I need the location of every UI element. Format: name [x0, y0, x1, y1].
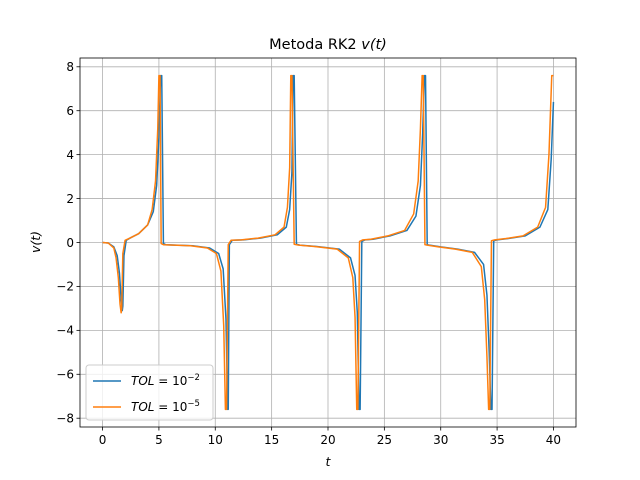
- y-tick-label: 2: [66, 192, 74, 206]
- y-axis-label: v(t): [28, 231, 43, 253]
- legend: TOL = 10−2 TOL = 10−5: [85, 364, 214, 421]
- chart-title-text: Metoda RK2: [269, 37, 357, 53]
- y-tick-label: −2: [56, 280, 74, 294]
- series-line-1: [102, 74, 554, 411]
- chart-title-math: v(t): [361, 37, 387, 53]
- chart-title: Metoda RK2 v(t): [269, 37, 387, 53]
- legend-label-tol-5-exp: −5: [187, 399, 200, 409]
- x-tick-label: 0: [99, 433, 107, 447]
- x-tick-label: 40: [546, 433, 561, 447]
- x-axis-label: t: [326, 454, 332, 469]
- x-tick-label: 5: [155, 433, 163, 447]
- legend-label-tol-5-base: TOL: [131, 400, 154, 414]
- y-tick-label: 8: [66, 60, 74, 74]
- legend-label-tol-2-base: TOL: [131, 374, 154, 388]
- legend-label-tol-2-exp: −2: [187, 373, 200, 383]
- y-tick-label: 0: [66, 236, 74, 250]
- x-axis-ticks: 0 5 10 15 20 25 30 35 40: [99, 427, 561, 447]
- legend-label-tol-5: TOL = 10−5: [131, 399, 200, 414]
- y-tick-label: −6: [56, 368, 74, 382]
- x-tick-label: 15: [264, 433, 279, 447]
- y-axis-ticks: −8 −6 −4 −2 0 2 4 6 8: [56, 60, 80, 426]
- y-tick-label: −8: [56, 412, 74, 426]
- y-tick-label: 4: [66, 148, 74, 162]
- legend-label-tol-2: TOL = 10−2: [131, 373, 200, 388]
- x-tick-label: 25: [377, 433, 392, 447]
- plot-lines: [102, 74, 555, 411]
- x-tick-label: 30: [433, 433, 448, 447]
- y-tick-label: 6: [66, 104, 74, 118]
- x-tick-label: 10: [208, 433, 223, 447]
- x-tick-label: 35: [489, 433, 504, 447]
- x-tick-label: 20: [320, 433, 335, 447]
- y-tick-label: −4: [56, 324, 74, 338]
